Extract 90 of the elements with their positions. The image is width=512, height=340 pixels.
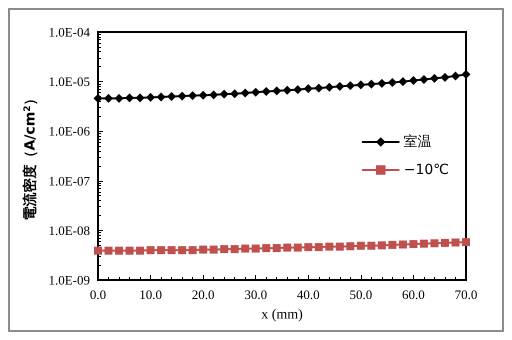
x-axis-title: x (mm)	[261, 308, 304, 322]
point	[146, 246, 155, 254]
point	[104, 246, 113, 255]
point	[325, 242, 334, 251]
x-tick-label: 40.0	[296, 287, 320, 302]
point	[94, 94, 102, 103]
x-tick-label: 70.0	[454, 287, 478, 302]
point	[388, 240, 396, 249]
point	[115, 246, 124, 255]
y-tick-label: 1.0E-09	[48, 272, 90, 288]
point	[356, 242, 365, 250]
x-tick-label: 50.0	[349, 287, 372, 302]
point	[199, 246, 208, 254]
point	[367, 242, 376, 250]
point	[462, 70, 470, 79]
point	[125, 93, 134, 102]
point	[356, 80, 366, 90]
point	[283, 244, 292, 252]
x-tick-label: 20.0	[192, 287, 215, 302]
point	[314, 243, 323, 252]
point	[104, 94, 114, 103]
point	[114, 94, 124, 103]
y-tick-label: 1.0E-06	[48, 124, 90, 139]
point	[136, 246, 144, 255]
point	[450, 71, 460, 80]
point	[220, 245, 228, 254]
point	[136, 93, 145, 102]
point	[419, 75, 428, 84]
y-tick-label: 1.0E-05	[48, 74, 90, 90]
x-tick-label: 60.0	[402, 287, 425, 302]
legend-label: −10℃	[404, 162, 450, 178]
point	[210, 246, 218, 254]
point	[272, 86, 282, 96]
point	[377, 78, 386, 88]
y-tick-label: 1.0E-08	[48, 222, 90, 238]
point	[388, 78, 397, 87]
point	[156, 92, 166, 102]
point	[272, 244, 281, 252]
y-tick-label: 1.0E-07	[48, 173, 90, 188]
point	[167, 92, 176, 102]
point	[198, 90, 208, 100]
point	[430, 239, 438, 248]
point	[230, 89, 240, 98]
point	[430, 74, 439, 83]
point	[178, 92, 187, 101]
point	[157, 246, 166, 254]
point	[324, 82, 334, 92]
point	[240, 88, 250, 98]
point	[462, 238, 470, 246]
point	[398, 77, 408, 86]
point	[398, 240, 407, 248]
point	[346, 242, 354, 250]
y-axis-title: 電流密度（A/cm2）	[22, 91, 39, 221]
point	[168, 246, 176, 254]
point	[178, 246, 186, 254]
point	[335, 82, 344, 91]
point	[366, 80, 376, 89]
x-tick-label: 0.0	[90, 287, 106, 302]
point	[252, 244, 260, 253]
point	[188, 91, 198, 100]
point	[230, 245, 239, 254]
point	[440, 72, 450, 82]
point	[282, 86, 292, 95]
point	[409, 240, 418, 248]
point	[220, 90, 229, 99]
point	[314, 84, 324, 93]
point	[451, 238, 460, 247]
point	[251, 88, 260, 97]
point	[346, 81, 355, 90]
point	[408, 76, 418, 86]
point	[293, 85, 302, 94]
point	[336, 242, 344, 251]
point	[94, 246, 102, 255]
point	[241, 244, 250, 253]
y-tick-label: 1.0E-04	[48, 24, 90, 40]
x-tick-label: 30.0	[244, 287, 268, 302]
point	[304, 243, 312, 252]
point	[304, 84, 313, 94]
point	[188, 246, 197, 254]
point	[146, 92, 156, 102]
x-tick-label: 10.0	[139, 287, 162, 302]
point	[262, 87, 271, 96]
point	[420, 240, 428, 248]
point	[378, 241, 386, 250]
point	[440, 238, 449, 247]
point	[126, 246, 134, 255]
legend-label: 室温	[404, 134, 432, 150]
point	[209, 90, 218, 100]
point	[294, 244, 302, 252]
point	[262, 244, 270, 252]
